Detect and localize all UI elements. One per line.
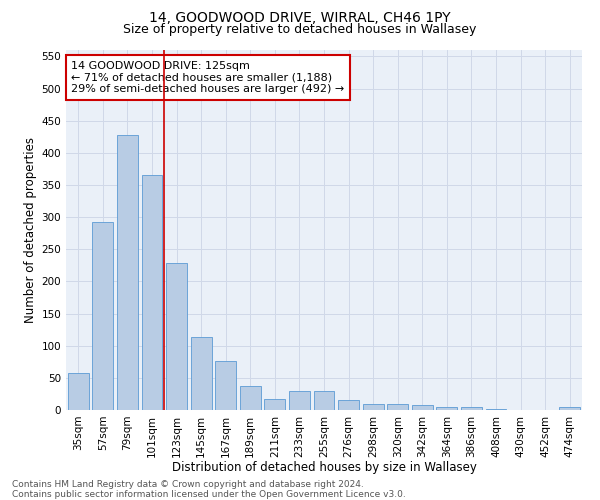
Bar: [412, 405, 433, 410]
Bar: [68, 374, 89, 410]
Text: Contains HM Land Registry data © Crown copyright and database right 2024.
Contai: Contains HM Land Registry data © Crown c…: [12, 480, 406, 499]
Bar: [142, 176, 163, 410]
Bar: [436, 408, 457, 410]
Bar: [362, 404, 383, 410]
Bar: [92, 222, 113, 410]
Bar: [461, 408, 482, 410]
Text: 14, GOODWOOD DRIVE, WIRRAL, CH46 1PY: 14, GOODWOOD DRIVE, WIRRAL, CH46 1PY: [149, 11, 451, 25]
Text: 14 GOODWOOD DRIVE: 125sqm
← 71% of detached houses are smaller (1,188)
29% of se: 14 GOODWOOD DRIVE: 125sqm ← 71% of detac…: [71, 61, 344, 94]
Bar: [265, 399, 286, 410]
Bar: [387, 404, 408, 410]
Bar: [166, 264, 187, 410]
Text: Size of property relative to detached houses in Wallasey: Size of property relative to detached ho…: [124, 22, 476, 36]
Bar: [215, 361, 236, 410]
Bar: [191, 338, 212, 410]
Bar: [338, 400, 359, 410]
X-axis label: Distribution of detached houses by size in Wallasey: Distribution of detached houses by size …: [172, 461, 476, 474]
Bar: [289, 392, 310, 410]
Y-axis label: Number of detached properties: Number of detached properties: [24, 137, 37, 323]
Bar: [559, 407, 580, 410]
Bar: [314, 392, 334, 410]
Bar: [240, 386, 261, 410]
Bar: [117, 135, 138, 410]
